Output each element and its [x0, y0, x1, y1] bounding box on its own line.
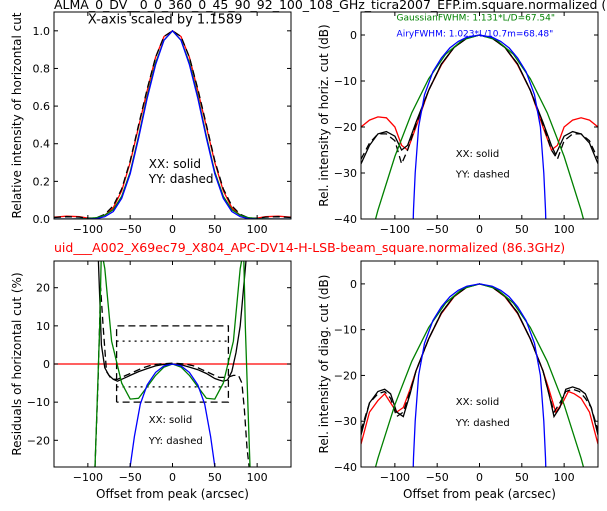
y-tick-label: −20: [334, 121, 357, 134]
x-tick-label: 50: [515, 471, 529, 484]
series-line-5: [94, 287, 250, 467]
x-tick-label: 100: [247, 471, 268, 484]
annotation: X-axis scaled by 1.1589: [88, 12, 243, 27]
y-tick-label: 0: [350, 278, 357, 291]
y-tick-label: 0.2: [33, 175, 51, 188]
annotation: YY: dashed: [148, 436, 203, 447]
y-tick-label: 10: [36, 320, 50, 333]
figure-title-mid: uid___A002_X69ec79_X804_APC-DV14-H-LSB-b…: [54, 240, 565, 255]
y-tick-label: −40: [334, 213, 357, 226]
annotation: YY: dashed: [148, 172, 214, 186]
x-tick-label: 100: [247, 223, 268, 236]
series-line-1: [115, 325, 230, 403]
x-tick-label: 50: [208, 223, 222, 236]
series-line-4: [97, 261, 247, 382]
y-tick-label: −20: [334, 369, 357, 382]
series-line-1: [361, 283, 598, 436]
series-line-7: [129, 363, 216, 467]
x-tick-label: 0: [169, 471, 176, 484]
series-line-0: [54, 30, 291, 219]
axes-frame: [360, 11, 599, 220]
x-tick-label: 0: [476, 471, 483, 484]
series-line-2: [361, 283, 598, 431]
y-tick-label: −20: [27, 434, 50, 447]
y-axis-label: Rel. intensity of diag. cut (dB): [317, 275, 331, 454]
y-axis-label: Residuals of horizontal cut (%): [10, 272, 24, 455]
subplots: −100 −50 0 50 1000.00.20.40.60.81.0Relative …: [10, 11, 599, 501]
x-tick-label: 0: [476, 223, 483, 236]
y-tick-label: −10: [334, 75, 357, 88]
x-tick-label: 100: [554, 223, 575, 236]
y-axis-label: Rel. intensity of horiz. cut (dB): [317, 24, 331, 206]
x-tick-label: −50: [119, 471, 142, 484]
y-tick-label: 1.0: [33, 25, 51, 38]
y-tick-label: 0: [350, 29, 357, 42]
y-tick-label: −30: [334, 167, 357, 180]
y-axis-label: Relative intensity of horizontal cut: [10, 12, 24, 218]
x-tick-label: 100: [554, 471, 575, 484]
x-tick-label: −50: [426, 471, 449, 484]
series-group: [54, 261, 291, 467]
series-line-2: [361, 34, 598, 166]
x-tick-label: −50: [426, 223, 449, 236]
y-tick-label: −40: [334, 461, 357, 474]
y-tick-label: 20: [36, 282, 50, 295]
subplot-tl: −100 −50 0 50 100 0.0 0.2 0.4 0.6 0.8 1.0 Relative …: [10, 11, 292, 236]
x-tick-label: −50: [119, 223, 142, 236]
series-group: [361, 34, 598, 219]
figure-title-top: ALMA_0_DV__0_0_360_0_45_90_92_100_108_GH…: [54, 0, 606, 12]
y-tick-label: −30: [334, 415, 357, 428]
series-line-2: [54, 29, 291, 219]
series-group: [361, 283, 598, 467]
x-tick-label: −100: [380, 471, 410, 484]
annotation: XX: solid: [149, 157, 201, 171]
y-tick-label: 0.6: [33, 100, 51, 113]
series-group: [54, 29, 291, 219]
x-axis-label: Offset from peak (arcsec): [403, 487, 556, 501]
annotation: XX: solid: [456, 397, 499, 408]
y-tick-label: 0.0: [33, 213, 51, 226]
annotation: AiryFWHM: 1.023*L/10.7m=68.48": [397, 29, 554, 39]
axes-frame: [53, 11, 292, 220]
x-tick-label: −100: [380, 223, 410, 236]
series-line-0: [361, 34, 598, 152]
x-tick-label: −100: [73, 223, 103, 236]
y-tick-label: 0.4: [33, 138, 51, 151]
annotation: YY: dashed: [455, 170, 510, 181]
y-tick-label: −10: [334, 324, 357, 337]
series-line-1: [54, 30, 291, 219]
x-tick-label: 50: [515, 223, 529, 236]
axes-frame: [360, 260, 599, 468]
series-line-3: [54, 29, 291, 219]
x-tick-label: 50: [208, 471, 222, 484]
annotation: YY: dashed: [455, 418, 510, 429]
y-tick-label: 0.8: [33, 62, 51, 75]
annotation: XX: solid: [456, 149, 499, 160]
x-tick-label: −100: [73, 471, 103, 484]
annotation: XX: solid: [149, 415, 192, 426]
series-line-4: [412, 283, 547, 467]
annotation: GaussianFWHM: 1.131*L/D=67.54": [397, 13, 555, 23]
y-tick-label: −10: [27, 396, 50, 409]
y-tick-label: 0: [43, 358, 50, 371]
series-line-4: [412, 34, 547, 219]
x-tick-label: 0: [169, 223, 176, 236]
x-axis-label: Offset from peak (arcsec): [96, 487, 249, 501]
